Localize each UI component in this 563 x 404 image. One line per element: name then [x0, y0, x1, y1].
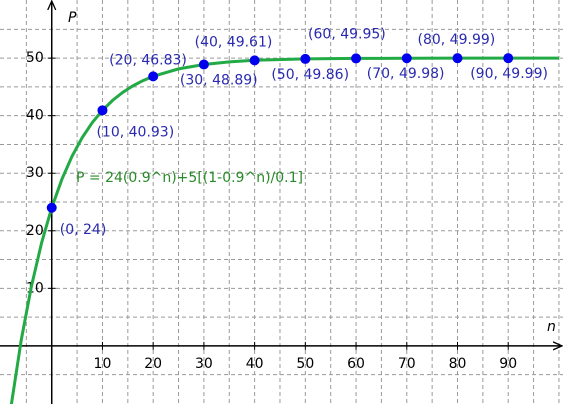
y-axis-label: P	[68, 10, 77, 26]
y-tick-label: 30	[26, 165, 44, 181]
data-point	[503, 53, 514, 64]
x-tick-label: 10	[94, 356, 112, 372]
data-point	[198, 59, 209, 70]
point-label: (0, 24)	[60, 222, 107, 238]
point-label: (60, 49.95)	[308, 26, 386, 42]
point-label: (10, 40.93)	[96, 124, 174, 140]
point-label: (30, 48.89)	[180, 73, 258, 89]
data-point	[249, 55, 260, 66]
x-axis-label: n	[547, 319, 556, 335]
x-tick-label: 60	[347, 356, 365, 372]
data-point	[452, 53, 463, 64]
x-tick-label: 30	[195, 356, 213, 372]
data-point	[351, 53, 362, 64]
data-point	[401, 53, 412, 64]
point-label: (20, 46.83)	[109, 52, 187, 68]
y-tick-label: 20	[26, 223, 44, 239]
x-tick-label: 20	[144, 356, 162, 372]
point-label: (80, 49.99)	[418, 32, 496, 48]
y-tick-label: 50	[26, 50, 44, 66]
x-tick-label: 80	[449, 356, 467, 372]
data-point	[46, 202, 57, 213]
point-label: (90, 49.99)	[470, 66, 548, 82]
data-point	[97, 105, 108, 116]
point-label: (50, 49.86)	[271, 67, 349, 83]
x-tick-label: 50	[296, 356, 314, 372]
plot: (0, 24) (10, 40.93) (20, 46.83) (30, 48.89)…	[9, 26, 559, 404]
annotation: P = 24(0.9^n)+5[(1-0.9^n)/0.1]	[76, 170, 303, 186]
point-label: (40, 49.61)	[195, 34, 273, 50]
x-tick-label: 40	[246, 356, 264, 372]
y-tick-label: 40	[26, 108, 44, 124]
data-point	[148, 71, 159, 82]
point-label: (70, 49.98)	[367, 66, 445, 82]
x-tick-label: 90	[499, 356, 517, 372]
data-point	[300, 53, 311, 64]
x-tick-label: 70	[398, 356, 416, 372]
